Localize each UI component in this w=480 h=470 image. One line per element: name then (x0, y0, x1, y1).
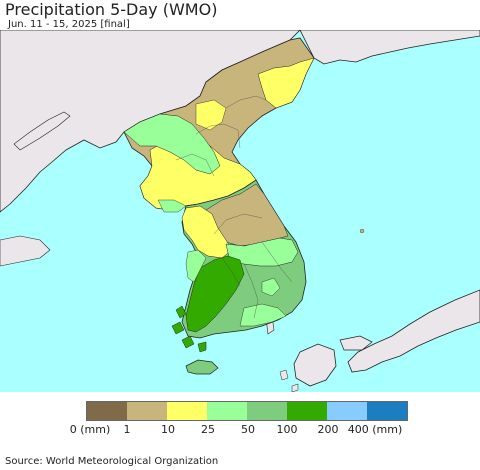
province-boundaries (175, 95, 293, 319)
sk-lightgreen-south (239, 303, 287, 327)
legend-swatch-4 (247, 402, 287, 420)
japan-honshu (347, 289, 480, 373)
sk-lightgreen-east (261, 277, 281, 297)
legend-swatch-2 (167, 402, 207, 420)
legend-label-1: 1 (123, 423, 131, 436)
sk-darkgreen-sw (185, 255, 245, 333)
nk-green-south (157, 199, 187, 213)
russia-landmass (299, 30, 480, 65)
jeju-island (185, 359, 219, 375)
legend-color-bar (86, 401, 408, 421)
ulleung-island (359, 228, 365, 234)
legend-swatch-1 (127, 402, 167, 420)
legend-swatch-7 (367, 402, 407, 420)
date-range: Jun. 11 - 15, 2025 [final] (8, 19, 130, 30)
precipitation-map (0, 30, 480, 392)
sk-lightgreen-west (185, 249, 207, 283)
sk-tan-north (205, 183, 289, 247)
legend-swatch-5 (287, 402, 327, 420)
source-credit: Source: World Meteorological Organizatio… (5, 456, 219, 467)
legend-labels: 0 (mm) 1 10 25 50 100 200 400 (mm) (0, 423, 480, 437)
legend-label-6: 200 (317, 423, 339, 436)
liaodong-coast (13, 111, 71, 151)
legend-swatch-0 (87, 402, 127, 420)
shandong-coast (0, 235, 51, 267)
legend-swatch-6 (327, 402, 367, 420)
legend-label-5: 100 (276, 423, 298, 436)
legend-label-2: 10 (161, 423, 175, 436)
nk-green-west (123, 113, 221, 175)
sk-lightgreen-central (225, 237, 299, 267)
nk-yellow-ne (257, 57, 315, 109)
legend-label-4: 50 (241, 423, 255, 436)
legend-swatch-3 (207, 402, 247, 420)
japan-islands (279, 369, 299, 392)
page-title: Precipitation 5-Day (WMO) (5, 0, 218, 19)
japan-shikoku (339, 335, 373, 351)
legend-label-7: 400 (mm) (347, 423, 403, 436)
sw-islands (171, 305, 207, 353)
legend-label-0: 0 (mm) (69, 423, 111, 436)
japan-kyushu (293, 343, 337, 387)
nk-yellow-center (195, 99, 227, 131)
legend-label-3: 25 (201, 423, 215, 436)
